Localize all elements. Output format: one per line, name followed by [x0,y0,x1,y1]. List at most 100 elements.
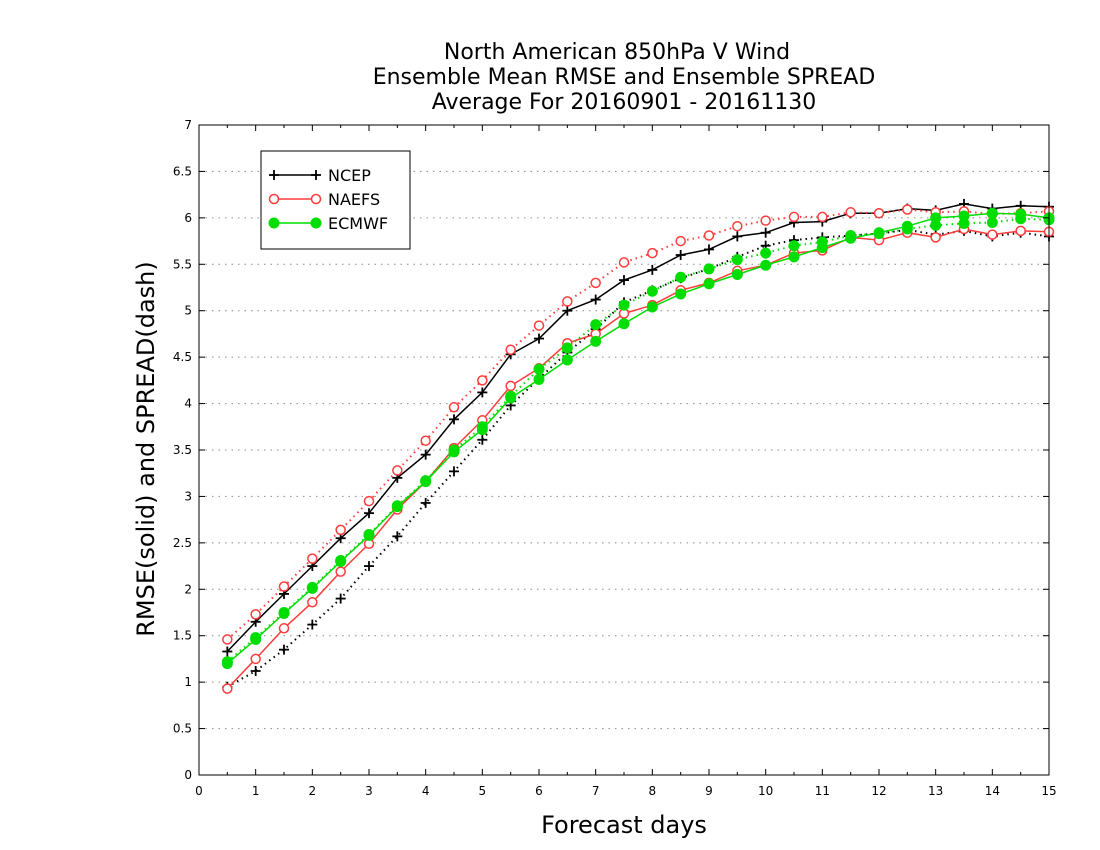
ncep-rmse-point [449,414,459,425]
x-tick-label: 6 [535,784,543,798]
title-line-2: Ensemble Mean RMSE and Ensemble SPREAD [373,65,876,90]
naefs-rmse-point [222,683,233,694]
ecmwf-rmse-point [760,259,772,271]
ncep-rmse-point [619,275,629,286]
naefs-spread-line [226,208,1050,641]
axis-ticks [198,124,1050,776]
ncep-spread-point [335,593,346,604]
y-tick-label: 1.5 [173,629,192,643]
ecmwf-spread-point [675,271,687,283]
ecmwf-rmse-point [533,373,545,385]
x-tick-label: 14 [985,784,1000,798]
ncep-rmse-point [420,449,431,460]
ecmwf-rmse-point [675,288,687,300]
title-line-1: North American 850hPa V Wind [444,40,790,65]
y-tick-label: 5 [184,304,192,318]
ncep-rmse-line [226,203,1050,653]
naefs-spread-point [902,204,913,215]
ecmwf-rmse-point [278,607,290,619]
y-tick-label: 5.5 [173,257,192,271]
legend-item-ncep: NCEP [269,166,371,185]
ecmwf-rmse-point [703,278,715,290]
naefs-rmse-point [335,566,346,577]
ecmwf-spread-point [986,217,998,228]
ecmwf-spread-point [731,254,743,266]
ecmwf-rmse-point [901,220,913,232]
ecmwf-rmse-point [986,207,998,219]
legend-box [260,150,411,250]
ecmwf-rmse-point [561,354,573,366]
x-tick-label: 3 [365,784,373,798]
ncep-rmse-point [732,231,743,242]
ncep-rmse-series [222,198,1054,657]
y-tick-label: 4 [184,397,192,411]
ecmwf-spread-point [646,285,658,297]
naefs-rmse-series [222,223,1055,694]
ecmwf-spread-series [221,213,1055,668]
title-line-3: Average For 20160901 - 20161130 [432,90,817,115]
y-tick-label: 3.5 [173,443,192,457]
legend-marker-ncep [311,170,321,180]
x-tick-label: 13 [928,784,943,798]
naefs-rmse-point [250,653,261,665]
ecmwf-spread-point [703,263,715,275]
x-tick-label: 2 [309,784,317,798]
naefs-spread-point [250,609,261,620]
x-tick-label: 8 [649,784,657,798]
naefs-spread-point [307,553,318,564]
naefs-spread-point [817,211,828,223]
naefs-spread-point [505,344,516,355]
x-tick-label: 7 [592,784,600,798]
naefs-spread-point [760,215,771,226]
naefs-spread-point [278,581,290,592]
ncep-rmse-point [562,305,573,316]
ecmwf-rmse-point [816,242,828,254]
naefs-rmse-point [930,232,941,243]
naefs-spread-point [335,524,346,536]
naefs-rmse-point [505,380,516,392]
ecmwf-rmse-point [306,582,318,594]
y-tick-label: 4.5 [173,350,192,364]
x-tick-label: 4 [422,784,430,798]
naefs-spread-point [873,207,885,219]
y-axis-title: RMSE(solid) and SPREAD(dash) [132,261,160,637]
y-tick-label: 1 [184,675,192,689]
legend-item-ecmwf: ECMWF [268,214,388,233]
ncep-rmse-point [477,387,488,398]
naefs-spread-point [222,634,233,645]
ncep-rmse-point [222,646,233,657]
x-tick-label: 9 [705,784,713,798]
ncep-spread-series [222,224,1054,692]
legend-marker-ecmwf [268,217,280,229]
axis-tick-labels: 00.511.522.533.544.555.566.570 1 2 3 4 5 6 7 8 9 1… [173,118,1057,798]
y-tick-label: 2.5 [173,536,192,550]
ncep-rmse-point [590,294,601,305]
y-tick-label: 2 [184,582,192,596]
ecmwf-rmse-point [448,446,460,458]
legend-marker-ecmwf [310,217,322,229]
x-tick-label: 5 [479,784,487,798]
legend-marker-ncep [269,170,279,180]
ecmwf-spread-point [618,299,630,311]
legend-label-ecmwf: ECMWF [328,214,388,233]
ncep-spread-point [477,434,488,445]
naefs-rmse-point [1015,225,1026,237]
chart-title: North American 850hPa V Wind Ensemble Me… [373,40,876,115]
x-tick-label: 11 [815,784,830,798]
naefs-rmse-point [278,623,290,634]
naefs-spread-point [533,320,545,331]
legend-item-naefs: NAEFS [268,190,380,209]
ncep-spread-point [392,531,403,542]
ncep-spread-point [250,666,261,676]
ncep-rmse-point [760,227,771,238]
ecmwf-rmse-point [618,318,630,330]
y-tick-label: 0 [184,768,192,782]
x-tick-label: 10 [758,784,773,798]
naefs-spread-point [732,220,743,232]
y-tick-label: 6.5 [173,164,192,178]
ecmwf-rmse-point [391,501,403,513]
ecmwf-rmse-point [363,529,375,541]
ecmwf-rmse-point [873,227,885,239]
legend-label-naefs: NAEFS [328,190,380,209]
